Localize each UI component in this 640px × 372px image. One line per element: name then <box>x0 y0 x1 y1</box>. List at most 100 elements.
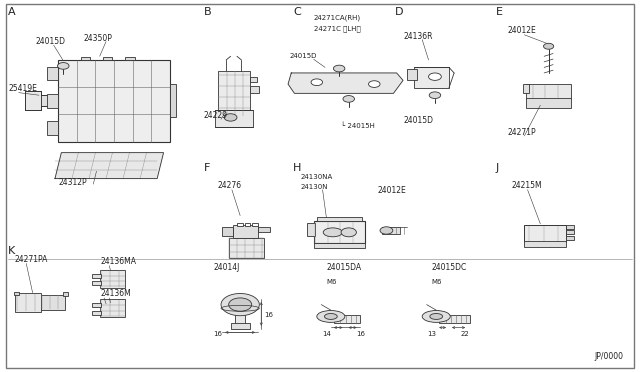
Text: 24015D: 24015D <box>290 53 317 59</box>
Ellipse shape <box>429 73 442 80</box>
Bar <box>230 323 250 329</box>
Ellipse shape <box>224 114 237 121</box>
Bar <box>523 84 529 93</box>
Text: B: B <box>204 7 211 17</box>
Text: 24271PA: 24271PA <box>15 255 48 264</box>
Ellipse shape <box>324 314 337 320</box>
Ellipse shape <box>422 311 451 323</box>
Bar <box>414 67 449 88</box>
Bar <box>237 223 243 226</box>
Text: 24215M: 24215M <box>511 181 542 190</box>
Ellipse shape <box>323 228 342 237</box>
Bar <box>47 67 58 80</box>
Bar <box>47 94 58 108</box>
Text: 16: 16 <box>356 331 365 337</box>
Text: 16: 16 <box>264 312 273 318</box>
Text: A: A <box>8 7 16 17</box>
Bar <box>250 86 259 93</box>
Bar <box>218 71 250 116</box>
Text: 25419E: 25419E <box>8 84 37 93</box>
Bar <box>566 225 573 229</box>
Bar <box>47 121 58 135</box>
Text: F: F <box>204 163 210 173</box>
Ellipse shape <box>341 228 356 237</box>
Bar <box>170 84 176 117</box>
Ellipse shape <box>311 79 323 86</box>
Ellipse shape <box>430 314 443 320</box>
Bar <box>214 110 253 127</box>
Text: 24271C 〈LH〉: 24271C 〈LH〉 <box>314 25 360 32</box>
Bar <box>440 315 470 323</box>
Text: 24276: 24276 <box>218 181 242 190</box>
Text: M6: M6 <box>326 279 337 285</box>
Bar <box>81 57 90 60</box>
Ellipse shape <box>317 311 345 323</box>
Text: 14: 14 <box>322 331 331 337</box>
Text: E: E <box>495 7 502 17</box>
Text: 24012E: 24012E <box>507 26 536 35</box>
Bar <box>92 311 101 315</box>
Ellipse shape <box>228 298 252 311</box>
Polygon shape <box>55 153 164 179</box>
Bar <box>228 238 264 258</box>
Text: 24015D: 24015D <box>36 37 66 46</box>
Ellipse shape <box>369 81 380 87</box>
Text: H: H <box>293 163 301 173</box>
Bar <box>58 60 170 141</box>
Bar <box>92 281 101 285</box>
Text: 24136R: 24136R <box>403 32 433 41</box>
Bar <box>92 274 101 278</box>
Bar <box>41 295 65 310</box>
Text: 24229: 24229 <box>204 111 228 120</box>
Text: └ 24015H: └ 24015H <box>341 122 375 129</box>
Bar <box>314 221 365 243</box>
Text: 24015D: 24015D <box>403 116 433 125</box>
Text: 24350P: 24350P <box>84 33 113 42</box>
Text: 24136MA: 24136MA <box>101 257 137 266</box>
Polygon shape <box>288 73 403 93</box>
Text: JP/0000: JP/0000 <box>595 352 623 361</box>
Bar <box>15 294 41 312</box>
Bar <box>566 231 573 234</box>
Bar <box>222 227 232 236</box>
Bar <box>524 225 566 241</box>
Bar <box>408 69 417 80</box>
Bar <box>244 223 250 226</box>
Text: M6: M6 <box>432 279 442 285</box>
Ellipse shape <box>429 92 441 99</box>
Bar <box>25 92 41 110</box>
Bar <box>100 270 125 288</box>
Text: 24014J: 24014J <box>213 263 240 272</box>
Bar <box>125 57 135 60</box>
Text: 24015DC: 24015DC <box>432 263 467 272</box>
Bar <box>334 315 360 323</box>
Bar <box>235 305 245 325</box>
Text: 24312P: 24312P <box>58 178 87 187</box>
Text: 24136M: 24136M <box>101 289 132 298</box>
Bar <box>63 292 68 296</box>
Text: 24012E: 24012E <box>378 186 406 195</box>
Bar <box>317 217 362 221</box>
Bar <box>382 227 400 234</box>
Bar <box>41 95 49 106</box>
Ellipse shape <box>343 96 355 102</box>
Text: 13: 13 <box>428 331 436 337</box>
Ellipse shape <box>221 294 259 316</box>
Bar <box>526 98 571 108</box>
Bar <box>314 243 365 248</box>
Bar <box>566 236 573 240</box>
Text: 24130N: 24130N <box>301 184 328 190</box>
Text: 24271P: 24271P <box>507 128 536 137</box>
Text: C: C <box>293 7 301 17</box>
Ellipse shape <box>543 43 554 49</box>
Bar <box>92 304 101 307</box>
Bar <box>103 57 113 60</box>
Bar <box>250 77 257 82</box>
Ellipse shape <box>58 62 69 69</box>
Text: J: J <box>495 163 499 173</box>
Text: 24271CA(RH): 24271CA(RH) <box>314 15 361 21</box>
Bar <box>258 227 269 232</box>
Bar <box>526 84 571 99</box>
Text: K: K <box>8 246 15 256</box>
Bar <box>524 241 566 247</box>
